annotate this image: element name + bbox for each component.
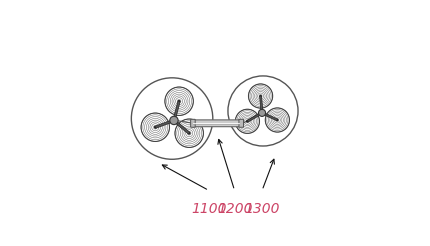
Text: 1300: 1300 xyxy=(244,202,280,216)
Circle shape xyxy=(188,132,190,134)
Circle shape xyxy=(260,95,261,97)
Circle shape xyxy=(276,119,278,121)
Text: 1200: 1200 xyxy=(217,202,252,216)
Polygon shape xyxy=(173,120,190,134)
FancyBboxPatch shape xyxy=(190,119,195,127)
Polygon shape xyxy=(155,119,174,128)
Text: 1100: 1100 xyxy=(191,202,227,216)
Polygon shape xyxy=(173,101,180,121)
Circle shape xyxy=(170,116,178,125)
Circle shape xyxy=(178,100,180,102)
Circle shape xyxy=(258,109,266,116)
Circle shape xyxy=(246,121,248,122)
FancyBboxPatch shape xyxy=(192,120,240,127)
Circle shape xyxy=(154,126,156,128)
Polygon shape xyxy=(260,96,263,113)
Polygon shape xyxy=(247,112,263,122)
FancyBboxPatch shape xyxy=(239,119,243,127)
Polygon shape xyxy=(261,112,278,121)
